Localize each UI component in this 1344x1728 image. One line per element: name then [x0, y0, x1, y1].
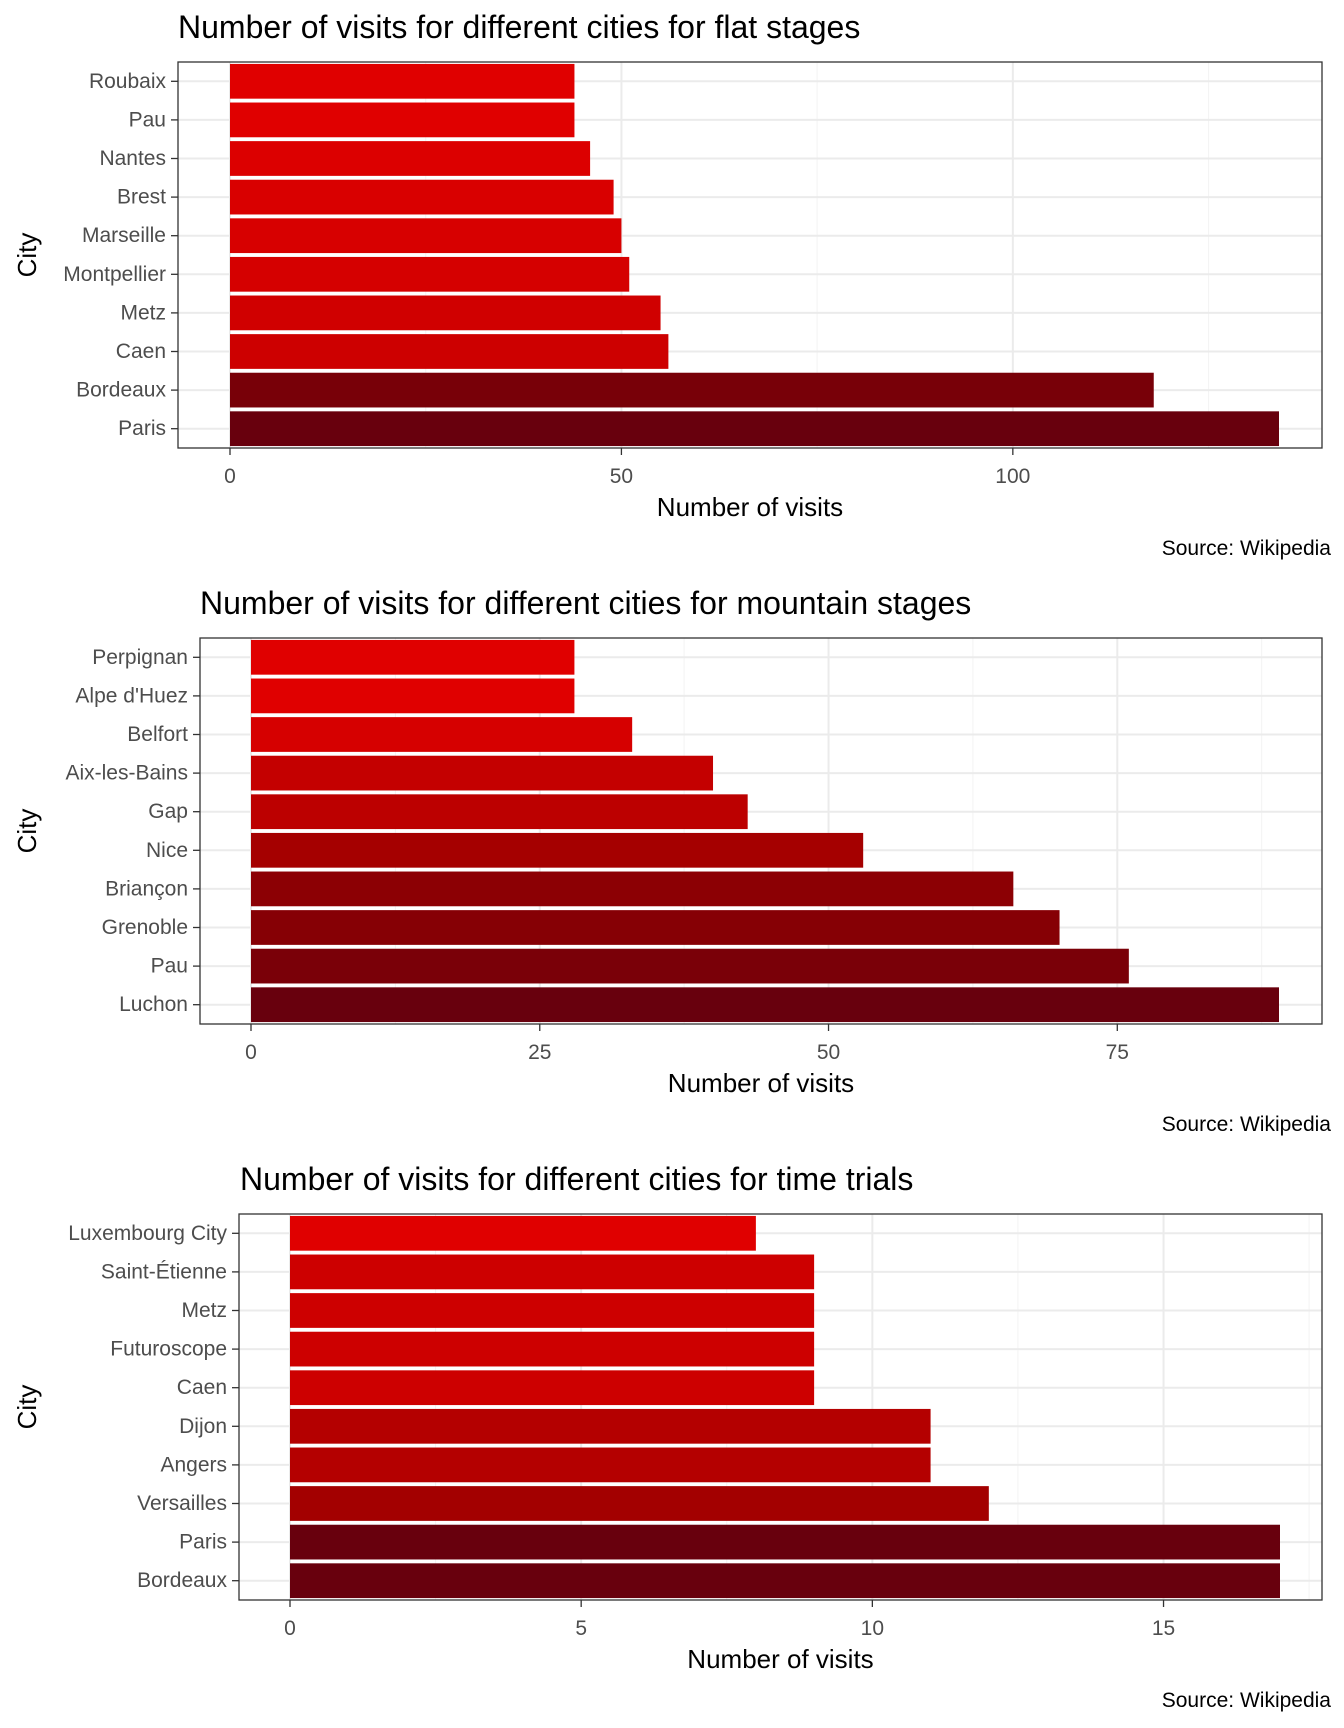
x-tick-label: 10 [861, 1617, 884, 1640]
bar-caen [230, 334, 669, 369]
bar-caen [290, 1370, 815, 1406]
y-tick-label: Brest [117, 186, 166, 209]
bar-paris [230, 411, 1279, 447]
x-axis-title: Number of visits [687, 1644, 873, 1674]
y-tick-label: Nantes [99, 147, 166, 170]
bar-brest [230, 179, 614, 215]
y-tick-label: Caen [116, 340, 166, 363]
y-axis-title: City [12, 809, 42, 854]
panel-border [177, 61, 1323, 449]
y-tick-label: Briançon [105, 877, 188, 900]
y-tick-label: Pau [129, 108, 166, 131]
x-tick-label: 0 [284, 1617, 296, 1640]
y-tick-label: Marseille [82, 224, 166, 247]
bar-luchon [251, 987, 1279, 1023]
bar-futuroscope [290, 1331, 815, 1367]
y-tick-label: Alpe d'Huez [75, 684, 188, 707]
y-tick-label: Montpellier [63, 263, 166, 286]
bar-metz [290, 1293, 815, 1328]
chart-title: Number of visits for different cities fo… [178, 9, 860, 45]
x-axis-title: Number of visits [657, 492, 843, 522]
bar-angers [290, 1447, 931, 1483]
bar-pau [230, 102, 575, 138]
y-tick-label: Futuroscope [110, 1338, 227, 1361]
bar-versailles [290, 1486, 989, 1521]
y-tick-label: Versailles [137, 1492, 227, 1515]
x-tick-label: 75 [1106, 1041, 1129, 1064]
bar-montpellier [230, 256, 630, 292]
bar-nantes [230, 141, 591, 176]
y-tick-label: Metz [181, 1299, 227, 1322]
x-tick-label: 5 [575, 1617, 587, 1640]
y-tick-label: Bordeaux [137, 1569, 227, 1592]
bar-briancon [251, 871, 1014, 907]
chart-caption: Source: Wikipedia [1162, 1113, 1332, 1136]
y-axis-title: City [12, 233, 42, 278]
y-tick-label: Nice [146, 839, 188, 862]
x-tick-label: 0 [224, 465, 236, 488]
bar-gap [251, 794, 748, 830]
y-tick-label: Gap [148, 800, 188, 823]
y-tick-label: Luxembourg City [68, 1222, 227, 1245]
bar-pau [251, 948, 1129, 984]
y-tick-label: Paris [179, 1531, 227, 1554]
bar-luxembourg-city [290, 1215, 756, 1251]
bar-metz [230, 295, 661, 331]
flat-stages-chart: Roubaix Pau Nantes Brest Marseille Montpellie… [12, 9, 1332, 560]
bar-perpignan [251, 639, 575, 675]
panel-border [199, 637, 1323, 1025]
y-tick-label: Saint-Étienne [101, 1260, 227, 1283]
chart-title: Number of visits for different cities fo… [240, 1161, 913, 1197]
bar-grenoble [251, 910, 1060, 945]
bar-roubaix [230, 63, 575, 99]
x-tick-label: 25 [528, 1041, 551, 1064]
y-tick-label: Metz [120, 301, 166, 324]
y-axis-title: City [12, 1385, 42, 1430]
bar-dijon [290, 1408, 931, 1444]
x-axis-title: Number of visits [668, 1068, 854, 1098]
bar-aix-les-bains [251, 755, 714, 791]
panel-border [238, 1213, 1323, 1601]
y-tick-label: Luchon [119, 993, 188, 1016]
bar-saint-etienne [290, 1254, 815, 1290]
bar-bordeaux [230, 372, 1154, 408]
y-tick-label: Paris [118, 417, 166, 440]
y-tick-label: Caen [177, 1376, 227, 1399]
chart-caption: Source: Wikipedia [1162, 1689, 1332, 1712]
y-tick-label: Aix-les-Bains [65, 762, 188, 785]
bar-bordeaux [290, 1563, 1280, 1599]
bar-belfort [251, 717, 633, 752]
y-tick-label: Angers [160, 1453, 227, 1476]
y-tick-label: Perpignan [92, 646, 188, 669]
y-tick-label: Belfort [127, 723, 188, 746]
y-tick-label: Grenoble [102, 916, 188, 939]
chart-caption: Source: Wikipedia [1162, 537, 1332, 560]
mountain-stages-chart: Perpignan Alpe d'Huez Belfort Aix-les-Bains… [12, 585, 1332, 1136]
x-tick-label: 50 [817, 1041, 840, 1064]
y-tick-label: Bordeaux [76, 379, 166, 402]
y-tick-label: Roubaix [89, 70, 167, 93]
x-tick-label: 0 [245, 1041, 257, 1064]
time-trials-chart: Luxembourg City Saint-Étienne Metz Futurosc… [12, 1161, 1332, 1712]
bar-marseille [230, 218, 622, 254]
bar-alpe-d-huez [251, 678, 575, 714]
x-tick-label: 100 [995, 465, 1030, 488]
x-tick-label: 15 [1152, 1617, 1175, 1640]
chart-title: Number of visits for different cities fo… [200, 585, 971, 621]
bar-paris [290, 1524, 1280, 1560]
bar-nice [251, 832, 864, 868]
y-tick-label: Dijon [179, 1415, 227, 1438]
y-tick-label: Pau [151, 955, 188, 978]
x-tick-label: 50 [610, 465, 633, 488]
